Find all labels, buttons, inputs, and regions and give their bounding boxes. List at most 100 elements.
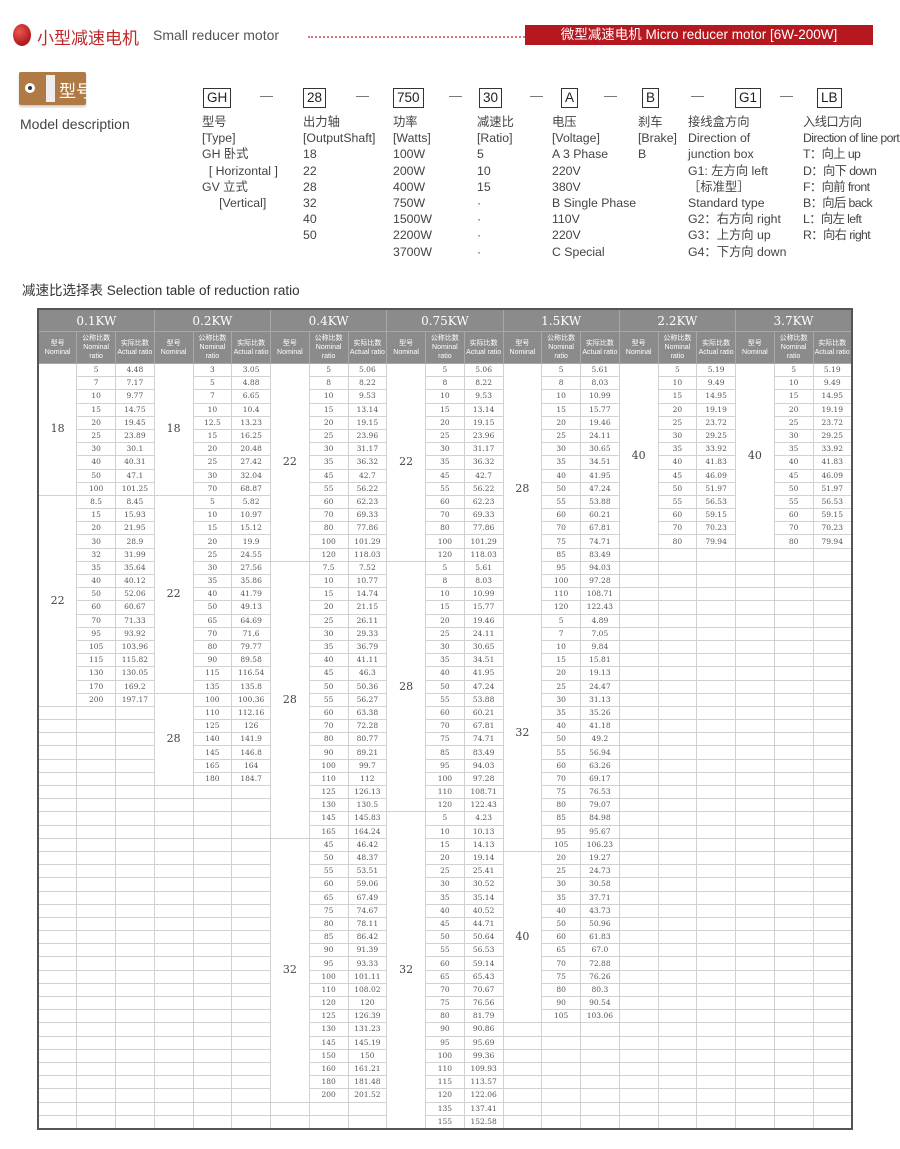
table-row: 55 53.51 25 25.41 25 24.73 [37,864,853,879]
nominal-ratio-cell: 70 [425,719,465,734]
empty-cell [812,824,853,839]
empty-cell [657,930,698,945]
nominal-ratio-cell: 20 [308,600,349,615]
actual-ratio-cell: 79.77 [231,639,271,655]
nominal-ratio-cell: 120 [425,1088,465,1103]
empty-cell [153,877,194,892]
spec-line: [Vertical] [202,196,267,211]
empty-cell [76,930,116,945]
actual-ratio-cell: 9.53 [347,389,388,404]
nominal-ratio-cell: 105 [76,639,116,655]
empty-cell [37,719,78,734]
empty-cell [812,547,853,562]
empty-cell [270,1101,310,1116]
table-row: 90 91.39 55 56.53 65 67.0 [37,943,853,958]
actual-ratio-cell: 152.58 [463,1114,504,1130]
empty-cell [115,798,155,813]
empty-cell [502,1114,543,1130]
actual-ratio-cell: 95.67 [580,824,620,839]
actual-ratio-cell: 19.19 [696,402,736,417]
empty-cell [580,1048,620,1063]
power-header: 0.4KW [269,308,388,332]
actual-ratio-cell: 90.86 [463,1022,504,1037]
actual-ratio-cell: 19.13 [580,666,620,681]
nominal-ratio-cell: 40 [657,455,698,470]
empty-cell [153,811,194,826]
actual-ratio-cell: 5.06 [347,362,388,378]
empty-cell [696,1061,736,1077]
nominal-ratio-cell: 110 [425,784,465,800]
nominal-ratio-cell: 20 [76,521,116,536]
empty-cell [618,903,659,918]
actual-ratio-cell: 97.28 [463,771,504,787]
empty-cell [76,1035,116,1050]
model-description-label: Model description [20,116,130,132]
nominal-ratio-cell: 7 [541,626,581,641]
empty-cell [76,916,116,932]
nominal-ratio-cell: 20 [76,415,116,430]
actual-ratio-cell: 24.55 [231,547,271,562]
empty-cell [115,1075,155,1090]
nominal-ratio-cell: 100 [192,692,233,707]
actual-ratio-cell: 8.45 [115,494,155,510]
nominal-ratio-cell: 60 [425,705,465,721]
empty-cell [153,850,194,866]
empty-cell [618,1009,659,1024]
code-separator: — [604,88,617,103]
nominal-ratio-cell: 20 [425,613,465,628]
empty-cell [153,784,194,800]
table-row: 95 93.92 70 71.6 30 29.33 25 24.11 7 7.05 [38,626,853,641]
nominal-ratio-cell: 80 [425,1009,465,1024]
empty-cell [773,837,814,852]
empty-cell [76,890,116,905]
sub-header-actual: 实际比数 Actual ratio [347,331,388,364]
empty-cell [657,1009,698,1024]
empty-cell [618,745,659,760]
empty-cell [812,798,853,813]
spec-line: 50 [303,228,317,243]
actual-ratio-cell: 74.71 [463,732,504,747]
actual-ratio-cell: 30.65 [580,442,620,457]
empty-cell [773,943,814,958]
nominal-ratio-cell: 95 [425,1035,465,1050]
empty-cell [502,1061,543,1077]
actual-ratio-cell: 19.27 [580,850,620,866]
actual-ratio-cell: 122.43 [580,600,620,615]
actual-ratio-cell: 141.9 [231,732,271,747]
empty-cell [618,613,659,628]
empty-cell [153,1088,194,1103]
sub-header-actual: 实际比数 Actual ratio [696,331,736,364]
actual-ratio-cell: 53.88 [580,494,620,510]
nominal-ratio-cell: 115 [425,1075,465,1090]
empty-cell [812,811,853,826]
empty-cell [192,930,233,945]
empty-cell [657,1075,698,1090]
actual-ratio-cell: 67.81 [463,719,504,734]
empty-cell [231,956,271,971]
actual-ratio-cell: 56.22 [463,481,504,496]
nominal-ratio-cell: 5 [773,362,814,378]
sub-header-nominal: 公称比数 Nominal ratio [425,331,465,364]
empty-cell [192,890,233,905]
empty-cell [115,758,155,773]
empty-cell [812,1088,853,1103]
empty-cell [231,1035,271,1050]
empty-cell [618,1022,659,1037]
nominal-ratio-cell: 75 [541,784,581,800]
actual-ratio-cell: 59.15 [696,508,736,523]
actual-ratio-cell: 100.36 [231,692,271,707]
empty-cell [192,916,233,932]
actual-ratio-cell: 21.15 [347,600,388,615]
actual-ratio-cell: 109.93 [463,1061,504,1077]
actual-ratio-cell: 108.71 [580,587,620,602]
actual-ratio-cell: 56.27 [347,692,388,707]
empty-cell [812,758,853,773]
actual-ratio-cell: 23.72 [812,415,853,430]
empty-cell [231,784,271,800]
empty-cell [192,864,233,879]
empty-cell [696,1022,736,1037]
empty-cell [76,705,116,721]
table-row: 155 152.58 [37,1114,853,1130]
empty-cell [696,705,736,721]
model-cell: 22 [270,363,310,562]
